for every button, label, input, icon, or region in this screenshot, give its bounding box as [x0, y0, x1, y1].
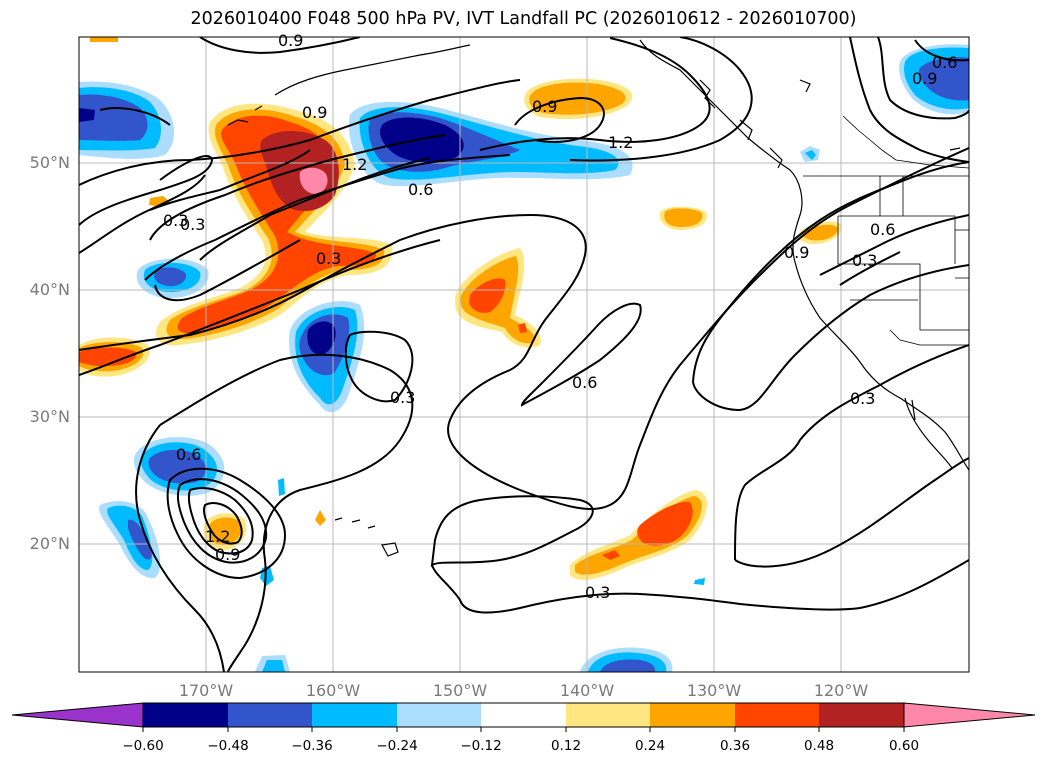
coastlines — [227, 39, 969, 557]
contour-label: 0.9 — [912, 69, 937, 88]
lon-label-130w: 130°W — [686, 681, 742, 700]
contour-label: 0.3 — [850, 389, 875, 408]
contour-label: 0.9 — [278, 31, 303, 50]
colorbar-tick-label: −0.12 — [460, 738, 502, 754]
political-borders — [803, 115, 969, 346]
contour-label: 0.6 — [408, 180, 433, 199]
contour-label: 0.9 — [302, 103, 327, 122]
colorbar-tick-label: −0.48 — [207, 738, 249, 754]
colorbar-segment — [735, 703, 819, 727]
colorbar-segment — [566, 703, 650, 727]
contour-label-group: 0.9 0.9 0.9 1.2 1.2 0.6 0.3 0.3 0.3 0.3 … — [163, 31, 957, 602]
lon-label-160w: 160°W — [305, 681, 361, 700]
contour-label: 0.9 — [215, 545, 240, 564]
colorbar-tick-label: 0.48 — [803, 738, 835, 754]
contour-label: 1.2 — [608, 133, 633, 152]
contour-label: 0.6 — [176, 445, 201, 464]
lon-label-120w: 120°W — [813, 681, 869, 700]
colorbar-tick-label: 0.60 — [888, 738, 920, 754]
contour-label: 0.6 — [870, 220, 895, 239]
contour-label: 0.9 — [784, 243, 809, 262]
contour-label: 0.3 — [390, 388, 415, 407]
lat-label-20n: 20°N — [29, 534, 70, 553]
lon-label-150w: 150°W — [432, 681, 488, 700]
lat-label-40n: 40°N — [29, 280, 70, 299]
colorbar-segment — [228, 703, 312, 727]
baja — [904, 397, 953, 469]
lat-label-50n: 50°N — [29, 153, 70, 172]
contour-label: 0.3 — [180, 215, 205, 234]
contour-label: 0.3 — [585, 583, 610, 602]
map-frame — [78, 36, 970, 673]
hawaii — [334, 517, 399, 557]
colorbar-extend-high — [903, 702, 1036, 728]
map-plot-area — [79, 37, 969, 672]
contour-label: 0.3 — [316, 249, 341, 268]
colorbar-segment — [143, 703, 228, 727]
negative-anomaly-fills — [79, 44, 969, 672]
map-title: 2026010400 F048 500 hPa PV, IVT Landfall… — [190, 9, 857, 29]
contour-label: 0.6 — [572, 373, 597, 392]
colorbar-segment — [650, 703, 735, 727]
contour-label: 0.3 — [163, 211, 188, 230]
lon-label-170w: 170°W — [178, 681, 234, 700]
colorbar-segment — [481, 703, 566, 727]
contour-label: 0.3 — [852, 251, 877, 270]
colorbar — [11, 702, 1036, 732]
contour-lines — [79, 37, 969, 672]
contour-label: 0.9 — [532, 97, 557, 116]
north-america-coast — [639, 39, 969, 471]
lon-label-140w: 140°W — [559, 681, 615, 700]
colorbar-tick-label: −0.36 — [291, 738, 333, 754]
lat-label-30n: 30°N — [29, 407, 70, 426]
contour-label: 1.2 — [342, 155, 367, 174]
contour-label: 1.2 — [205, 527, 230, 546]
colorbar-tick-label: 0.12 — [550, 738, 582, 754]
colorbar-segment — [819, 703, 904, 727]
colorbar-segment — [397, 703, 481, 727]
colorbar-tick-label: −0.24 — [376, 738, 418, 754]
colorbar-tick-label: −0.60 — [122, 738, 164, 754]
colorbar-extend-low — [11, 702, 144, 728]
contour-label: 0.6 — [932, 53, 957, 72]
colorbar-tick-label: 0.36 — [719, 738, 751, 754]
colorbar-segment — [312, 703, 397, 727]
colorbar-tick-label: 0.24 — [634, 738, 666, 754]
